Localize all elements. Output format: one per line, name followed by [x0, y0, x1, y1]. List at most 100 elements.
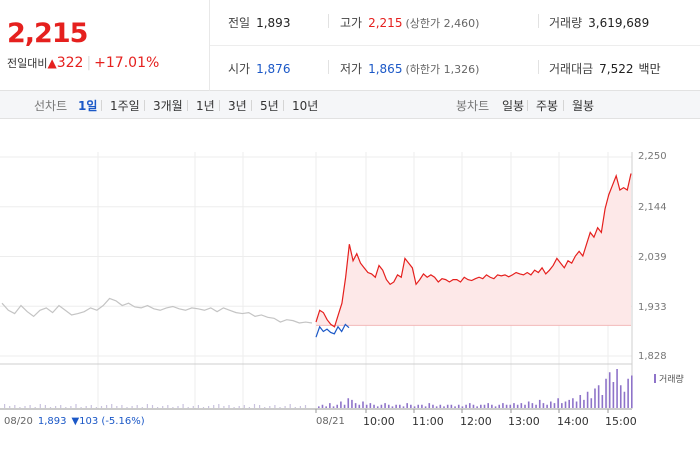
volume-bar	[513, 403, 515, 408]
volume-bar	[417, 404, 420, 408]
divider	[283, 100, 284, 111]
volume-bar	[318, 406, 320, 408]
tab-period-1w[interactable]: 1주일	[110, 99, 140, 113]
volume-bar	[487, 403, 489, 408]
volume-bar	[516, 404, 519, 408]
prev-volume-bar	[218, 404, 220, 408]
prev-volume-bar	[259, 405, 261, 408]
y-tick-label: 2,250	[638, 151, 667, 162]
volume-bar	[424, 406, 427, 408]
volume-legend: 거래량	[659, 373, 684, 385]
volume-bar	[439, 404, 442, 408]
volume-bar	[446, 404, 449, 408]
volume-bar	[546, 404, 548, 408]
volume-bar	[465, 404, 467, 408]
tab-period-1d[interactable]: 1일	[78, 99, 98, 113]
prev-volume-bar	[55, 406, 57, 408]
day-label: 08/21	[316, 416, 345, 427]
prev-day-label: 08/20 1,893 ▼103 (-5.16%)	[4, 416, 145, 427]
up-arrow-icon: ▲	[47, 56, 57, 70]
prev-volume-bar	[197, 405, 199, 408]
time-tick-label: 13:00	[508, 415, 540, 428]
volume-bar	[572, 398, 574, 408]
volume-bar	[575, 401, 578, 408]
price-line-down	[315, 323, 350, 338]
prev-volume-bar	[39, 404, 41, 408]
prev-volume-bar	[223, 406, 225, 408]
prev-volume-bar	[100, 406, 103, 408]
volume-bar	[616, 369, 618, 408]
volume-bar	[443, 406, 445, 408]
divider	[538, 60, 539, 74]
volume-bar	[362, 401, 364, 408]
prev-volume-bar	[151, 405, 154, 408]
volume-bar	[354, 403, 357, 408]
tab-candle-monthly[interactable]: 월봉	[572, 99, 595, 113]
volume-bar	[332, 406, 335, 408]
y-tick-label: 2,144	[638, 202, 667, 213]
prev-volume-bar	[65, 407, 67, 408]
prev-volume-bar	[121, 405, 123, 408]
prev-volume-bar	[243, 405, 245, 408]
volume-bar	[340, 401, 342, 408]
prev-volume-bar	[90, 405, 92, 408]
tab-period-3y[interactable]: 3년	[228, 99, 247, 113]
stat-label: 시가	[228, 62, 251, 76]
tab-candle-weekly[interactable]: 주봉	[536, 99, 559, 113]
price-box: 2,215 전일대비▲322 | +17.01%	[0, 0, 210, 91]
stat-trade-amount: 거래대금 7,522 백만	[549, 60, 661, 77]
chart-tab-bar: 선차트 1일 1주일 3개월 1년 3년 5년 10년 봉차트 일봉 주봉 월봉	[0, 91, 700, 119]
volume-bar	[480, 404, 482, 408]
stat-value: 1,865	[368, 62, 403, 76]
y-tick-label: 1,933	[638, 302, 667, 313]
stat-prev-close: 전일 1,893	[228, 14, 290, 31]
volume-bar	[557, 398, 559, 408]
volume-bar	[520, 403, 523, 408]
prev-volume-bar	[172, 407, 174, 408]
volume-bar	[399, 404, 401, 408]
tab-period-3m[interactable]: 3개월	[153, 99, 183, 113]
volume-bar	[358, 404, 361, 408]
current-price: 2,215	[7, 18, 88, 49]
tab-period-1y[interactable]: 1년	[196, 99, 215, 113]
volume-bar	[586, 391, 589, 408]
volume-bar	[343, 404, 346, 408]
volume-bar	[325, 406, 327, 408]
tab-candle-daily[interactable]: 일봉	[502, 99, 525, 113]
stat-label: 저가	[340, 62, 363, 76]
prev-volume-bar	[126, 407, 128, 408]
stat-value: 2,215	[368, 16, 403, 30]
volume-bar	[387, 404, 390, 408]
tab-period-5y[interactable]: 5년	[260, 99, 279, 113]
stat-low: 저가 1,865 (하한가 1,326)	[340, 60, 479, 77]
tab-period-10y[interactable]: 10년	[292, 99, 319, 113]
volume-bar	[605, 378, 607, 408]
prev-volume-bar	[304, 405, 307, 408]
volume-bar	[538, 399, 541, 408]
prev-volume-bar	[284, 406, 286, 408]
prev-volume-bar	[274, 405, 276, 408]
prev-volume-bar	[60, 405, 62, 408]
divider	[144, 100, 145, 111]
time-tick-label: 15:00	[605, 415, 637, 428]
volume-bar	[597, 385, 600, 408]
volume-bar	[502, 403, 504, 408]
axis-labels: 2,250 2,144 2,039 1,933 1,828 거래량 08/20 1…	[4, 151, 684, 428]
prev-volume-bar	[19, 407, 21, 408]
prev-volume-bar	[44, 405, 46, 408]
prev-volume-bar	[192, 406, 194, 408]
volume-bar	[432, 404, 434, 408]
stat-label: 고가	[340, 16, 363, 30]
chart-svg: 2,250 2,144 2,039 1,933 1,828 거래량 08/20 1…	[0, 151, 684, 428]
divider	[328, 60, 329, 74]
prev-volume-bar	[157, 407, 159, 408]
stat-high: 고가 2,215 (상한가 2,460)	[340, 14, 479, 31]
volume-bar	[376, 406, 379, 408]
prev-volume-bar	[9, 406, 11, 408]
volume-bar	[413, 406, 416, 408]
line-chart-label: 선차트	[34, 99, 68, 113]
volume-bar	[564, 401, 567, 408]
intraday-chart[interactable]: 2,250 2,144 2,039 1,933 1,828 거래량 08/20 1…	[0, 119, 700, 450]
volume-bar	[365, 404, 368, 408]
change-percent: +17.01%	[94, 55, 160, 71]
